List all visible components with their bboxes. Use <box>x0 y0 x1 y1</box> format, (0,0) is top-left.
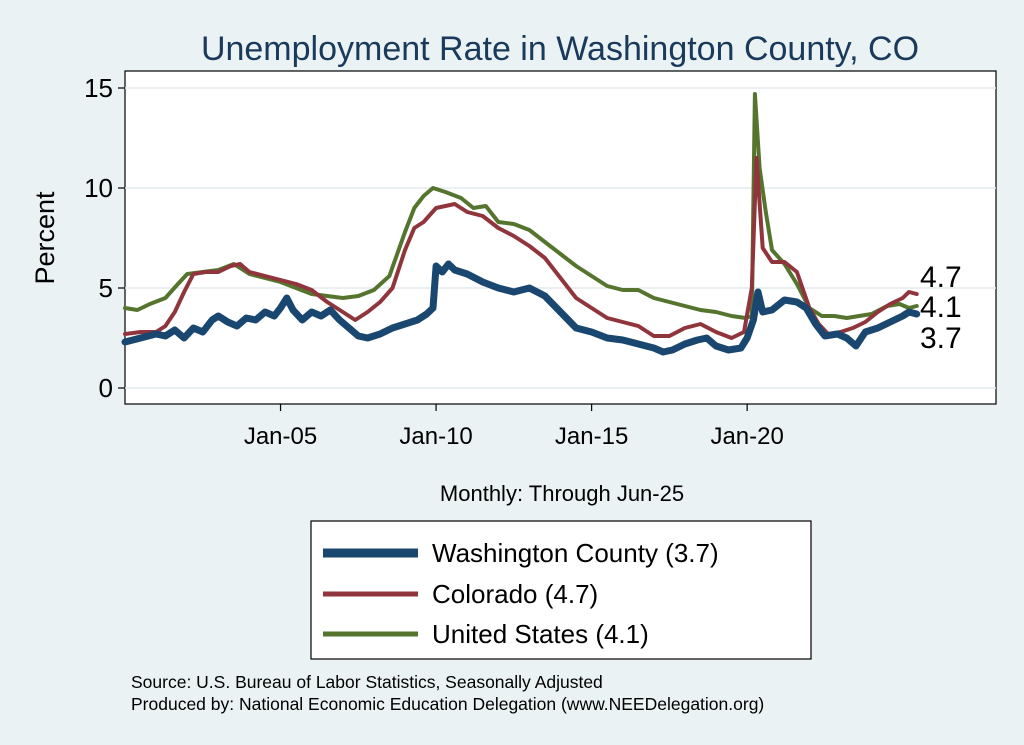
series-lines <box>121 92 921 356</box>
y-tick-label: 15 <box>84 73 113 103</box>
chart-title: Unemployment Rate in Washington County, … <box>201 30 919 68</box>
end-label-0: 3.7 <box>920 322 962 355</box>
legend: Washington County (3.7) Colorado (4.7) Uni… <box>323 538 719 649</box>
series-line-1 <box>123 156 919 340</box>
legend-label-0: Washington County (3.7) <box>432 538 719 568</box>
source-note: Source: U.S. Bureau of Labor Statistics,… <box>131 672 603 692</box>
plot-area <box>124 70 997 405</box>
end-labels: 3.7 4.74.1 <box>920 261 962 355</box>
y-tick-label: 10 <box>84 173 113 203</box>
legend-label-1: Colorado (4.7) <box>432 579 598 609</box>
y-tick-label: 5 <box>99 273 113 303</box>
x-tick-label: Jan-10 <box>399 423 472 450</box>
end-label-2: 4.1 <box>920 291 962 324</box>
x-tick-label: Jan-20 <box>710 423 783 450</box>
y-axis-label: Percent <box>30 191 60 285</box>
x-tick-label: Jan-05 <box>244 423 317 450</box>
series-line-0 <box>121 260 921 356</box>
x-axis-label: Monthly: Through Jun-25 <box>440 481 684 506</box>
legend-label-2: United States (4.1) <box>432 619 649 649</box>
producer-note: Produced by: National Economic Education… <box>131 694 764 714</box>
axes: 0 5 10 15 Jan-05 Jan-10 Jan-15 Jan-20 <box>84 73 784 450</box>
y-tick-label: 0 <box>99 373 113 403</box>
x-tick-label: Jan-15 <box>555 423 628 450</box>
end-label-1: 4.7 <box>920 261 962 294</box>
gridlines <box>125 87 996 389</box>
